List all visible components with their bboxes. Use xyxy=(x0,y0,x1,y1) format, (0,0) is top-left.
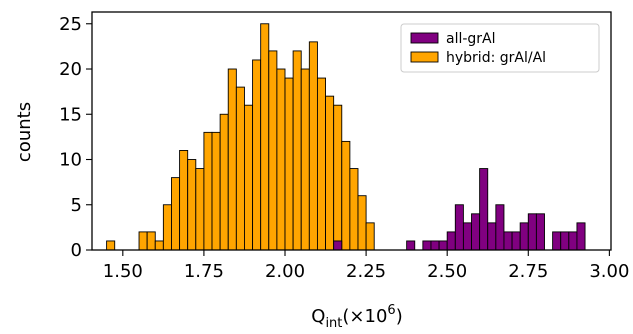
y-axis: 0 5 10 15 20 25 xyxy=(59,14,92,261)
bar-hybrid xyxy=(252,59,262,251)
bar-all-gral xyxy=(503,231,513,251)
bar-hybrid xyxy=(187,159,197,251)
bar-all-gral xyxy=(333,240,343,251)
bar-hybrid xyxy=(171,177,181,251)
bar-all-gral xyxy=(406,240,416,251)
bar-hybrid xyxy=(357,195,367,251)
bars-layer xyxy=(106,23,586,251)
legend-label-hybrid: hybrid: grAl/Al xyxy=(446,50,546,66)
bar-hybrid xyxy=(227,68,237,251)
bar-all-gral xyxy=(576,222,586,251)
bar-all-gral xyxy=(487,222,497,251)
bar-all-gral xyxy=(479,168,489,251)
bar-all-gral xyxy=(511,231,521,251)
bar-hybrid xyxy=(292,50,302,251)
bar-hybrid xyxy=(244,104,254,251)
bar-all-gral xyxy=(462,222,472,251)
legend-swatch-hybrid xyxy=(410,51,439,63)
bar-hybrid xyxy=(235,86,245,251)
plot-frame xyxy=(91,11,612,251)
bar-all-gral xyxy=(568,231,578,251)
bar-hybrid xyxy=(341,140,351,251)
bar-all-gral xyxy=(446,231,456,251)
bar-hybrid xyxy=(300,68,310,251)
legend-swatch-all-gral xyxy=(410,32,439,44)
bar-hybrid xyxy=(211,131,221,251)
bar-hybrid xyxy=(195,168,205,251)
x-axis-label-subscript: int xyxy=(325,316,342,329)
bar-hybrid xyxy=(203,131,213,251)
bar-hybrid xyxy=(106,240,116,251)
x-tick-label: 1.50 xyxy=(103,261,143,282)
y-tick-label: 25 xyxy=(59,14,82,35)
legend-box xyxy=(400,23,600,73)
y-tick-label: 5 xyxy=(71,195,82,216)
x-tick-label: 2.50 xyxy=(427,261,467,282)
x-axis: 1.50 1.75 2.00 2.25 2.50 2.75 3.00 xyxy=(103,250,629,282)
bar-all-gral xyxy=(535,213,545,251)
bar-hybrid xyxy=(268,50,278,251)
bar-hybrid xyxy=(308,41,318,251)
bar-all-gral xyxy=(438,240,448,251)
bar-hybrid xyxy=(365,222,375,251)
x-tick-label: 2.75 xyxy=(508,261,548,282)
bar-hybrid xyxy=(349,168,359,251)
bar-hybrid xyxy=(138,231,148,251)
bar-all-gral xyxy=(519,222,529,251)
bar-hybrid xyxy=(316,77,326,251)
legend-label-all-gral: all-grAl xyxy=(446,31,496,47)
x-axis-label-main: Q xyxy=(311,306,325,327)
x-axis-label-close: ) xyxy=(396,306,403,327)
bar-all-gral xyxy=(430,240,440,251)
bar-hybrid xyxy=(219,113,229,251)
bar-all-gral xyxy=(527,213,537,251)
x-tick-label: 2.00 xyxy=(265,261,305,282)
bar-hybrid xyxy=(276,68,286,251)
bar-all-gral xyxy=(495,204,505,251)
y-axis-label: counts xyxy=(14,102,35,162)
bar-hybrid xyxy=(179,150,189,251)
y-tick-label: 10 xyxy=(59,150,82,171)
y-tick-label: 20 xyxy=(59,59,82,80)
x-axis-label-exponent: 6 xyxy=(387,303,395,318)
x-axis-label-suffix: (×10 xyxy=(342,306,387,327)
bar-hybrid xyxy=(162,204,172,251)
x-tick-label: 3.00 xyxy=(589,261,629,282)
bar-hybrid xyxy=(146,231,156,251)
y-tick-label: 0 xyxy=(71,240,82,261)
x-tick-label: 1.75 xyxy=(184,261,224,282)
bar-all-gral xyxy=(560,231,570,251)
bar-hybrid xyxy=(260,23,270,251)
y-tick-label: 15 xyxy=(59,104,82,125)
bar-hybrid xyxy=(325,95,335,251)
bar-all-gral xyxy=(454,204,464,251)
legend: all-grAl hybrid: grAl/Al xyxy=(400,23,600,73)
bar-hybrid xyxy=(333,104,343,251)
bar-all-gral xyxy=(552,231,562,251)
bar-all-gral xyxy=(471,213,481,251)
bar-hybrid xyxy=(154,240,164,251)
bar-all-gral xyxy=(422,240,432,251)
x-axis-label: Qint(×106) xyxy=(311,303,402,329)
bar-hybrid xyxy=(284,77,294,251)
x-tick-label: 2.25 xyxy=(346,261,386,282)
